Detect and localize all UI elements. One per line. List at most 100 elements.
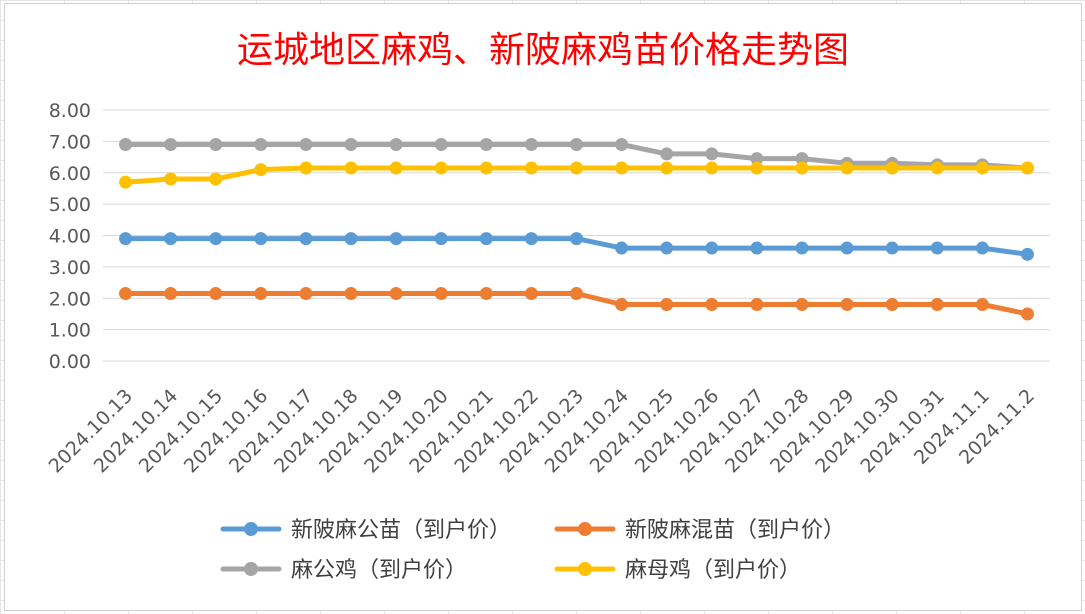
data-point — [975, 298, 989, 312]
data-point — [930, 161, 944, 175]
data-point — [209, 138, 223, 152]
data-point — [524, 287, 538, 301]
y-tick-label: 4.00 — [49, 226, 91, 248]
data-point — [479, 232, 493, 246]
data-point — [660, 241, 674, 255]
legend-label: 新陂麻混苗（到户价） — [625, 518, 845, 543]
data-point — [434, 161, 448, 175]
data-point — [434, 287, 448, 301]
y-tick-label: 2.00 — [49, 288, 91, 310]
data-point — [209, 287, 223, 301]
data-point — [479, 287, 493, 301]
data-point — [795, 241, 809, 255]
series-4 — [119, 161, 1034, 189]
data-point — [254, 232, 268, 246]
data-point — [209, 232, 223, 246]
data-point — [750, 152, 764, 166]
data-point — [795, 152, 809, 166]
data-point — [750, 241, 764, 255]
data-point — [434, 138, 448, 152]
legend-item: 麻母鸡（到户价） — [554, 558, 801, 583]
data-point — [615, 161, 629, 175]
data-point — [705, 161, 719, 175]
data-point — [885, 298, 899, 312]
data-point — [344, 161, 358, 175]
data-point — [660, 147, 674, 161]
data-point — [389, 287, 403, 301]
data-point — [164, 138, 178, 152]
legend-item: 新陂麻混苗（到户价） — [554, 518, 845, 543]
data-point — [840, 298, 854, 312]
data-point — [570, 138, 583, 152]
data-point — [885, 161, 899, 175]
data-point — [299, 138, 313, 152]
y-tick-label: 1.00 — [49, 320, 91, 342]
legend-marker — [578, 562, 592, 576]
data-point — [705, 298, 719, 312]
data-point — [930, 298, 944, 312]
data-point — [479, 138, 493, 152]
data-point — [840, 161, 854, 175]
data-point — [930, 241, 944, 255]
data-point — [434, 232, 448, 246]
data-point — [254, 287, 268, 301]
data-point — [524, 138, 538, 152]
data-point — [615, 241, 629, 255]
data-point — [885, 241, 899, 255]
data-point — [750, 298, 764, 312]
data-point — [524, 161, 538, 175]
data-point — [1020, 247, 1034, 261]
data-point — [705, 241, 719, 255]
data-point — [299, 161, 313, 175]
data-point — [570, 161, 583, 175]
data-point — [209, 172, 223, 186]
y-tick-label: 6.00 — [49, 163, 91, 185]
data-point — [164, 232, 178, 246]
data-point — [299, 232, 313, 246]
legend-label: 麻母鸡（到户价） — [625, 558, 801, 583]
data-point — [254, 163, 268, 177]
data-point — [570, 287, 583, 301]
data-point — [1020, 307, 1034, 321]
data-point — [254, 138, 268, 152]
data-point — [164, 172, 178, 186]
data-point — [750, 161, 764, 175]
y-tick-label: 0.00 — [49, 351, 91, 373]
data-point — [119, 232, 133, 246]
line-chart: 运城地区麻鸡、新陂麻鸡苗价格走势图 0.00 1.00 2.00 3.00 4.00 5.… — [45, 30, 1050, 583]
data-point — [570, 232, 583, 246]
data-point — [615, 298, 629, 312]
y-axis-ticks: 0.00 1.00 2.00 3.00 4.00 5.00 6.00 7.00 8.00 — [49, 100, 91, 373]
data-point — [389, 161, 403, 175]
data-point — [389, 232, 403, 246]
data-point — [615, 138, 629, 152]
legend-item: 新陂麻公苗（到户价） — [220, 518, 511, 543]
data-point — [164, 287, 178, 301]
data-point — [1020, 161, 1034, 175]
data-point — [975, 161, 989, 175]
legend-marker — [578, 522, 592, 536]
data-point — [119, 138, 133, 152]
legend: 新陂麻公苗（到户价） 新陂麻混苗（到户价） 麻公鸡（到户价） 麻母鸡（到户价） — [220, 518, 845, 583]
legend-item: 麻公鸡（到户价） — [220, 558, 467, 583]
data-point — [479, 161, 493, 175]
y-tick-label: 8.00 — [49, 100, 91, 122]
data-point — [344, 232, 358, 246]
y-tick-label: 3.00 — [49, 257, 91, 279]
legend-label: 新陂麻公苗（到户价） — [291, 518, 511, 543]
data-point — [795, 161, 809, 175]
data-point — [795, 298, 809, 312]
legend-label: 麻公鸡（到户价） — [291, 558, 467, 583]
data-point — [660, 161, 674, 175]
data-point — [660, 298, 674, 312]
chart-area[interactable]: 运城地区麻鸡、新陂麻鸡苗价格走势图 0.00 1.00 2.00 3.00 4.00 5.… — [4, 3, 1082, 611]
data-point — [119, 287, 133, 301]
data-point — [119, 175, 133, 189]
data-point — [524, 232, 538, 246]
series-lines — [119, 138, 1034, 321]
data-point — [705, 147, 719, 161]
chart-title: 运城地区麻鸡、新陂麻鸡苗价格走势图 — [237, 30, 849, 71]
legend-marker — [244, 562, 258, 576]
legend-marker — [244, 522, 258, 536]
